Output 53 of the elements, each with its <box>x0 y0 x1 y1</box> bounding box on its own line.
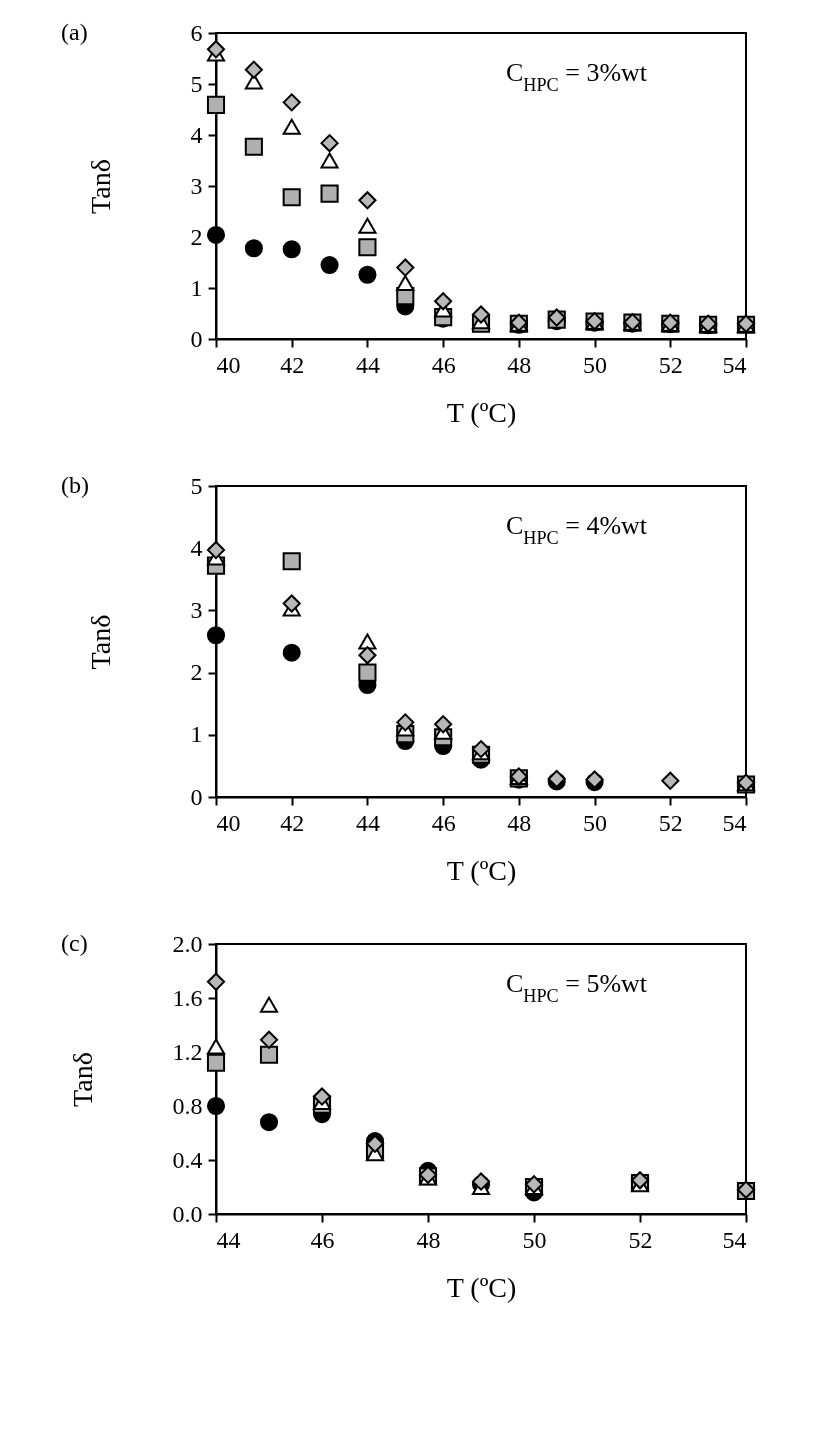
x-tick-label: 50 <box>522 1226 547 1253</box>
y-tick-label: 6 <box>190 19 203 46</box>
y-tick-label: 0 <box>190 783 203 810</box>
y-tick-label: 5 <box>190 472 203 499</box>
y-tick-label: 4 <box>190 121 203 148</box>
x-tick-label: 46 <box>310 1226 335 1253</box>
y-tick-label: 1 <box>190 721 203 748</box>
y-axis-title: Tanδ <box>66 1052 98 1107</box>
x-tick-label: 48 <box>507 809 532 836</box>
y-tick-label: 0.8 <box>172 1092 203 1119</box>
x-tick-label: 54 <box>722 351 747 378</box>
x-tick-label: 46 <box>431 351 456 378</box>
y-tick-label: 1 <box>190 274 203 301</box>
y-tick-label: 3 <box>190 172 203 199</box>
x-tick-label: 42 <box>280 809 305 836</box>
y-tick-label: 4 <box>190 534 203 561</box>
chart-title: (b) <box>61 472 89 498</box>
x-tick-label: 46 <box>431 809 456 836</box>
x-axis-title: T (ºC) <box>446 1271 517 1303</box>
x-axis-title: T (ºC) <box>446 396 517 428</box>
y-tick-label: 1.2 <box>172 1038 203 1065</box>
y-tick-label: 5 <box>190 70 203 97</box>
x-tick-label: 52 <box>628 1226 653 1253</box>
annotation: C$_{HPC}$ = 5%wt <box>506 969 648 1006</box>
x-tick-label: 44 <box>355 351 380 378</box>
chart-title: (c) <box>61 930 88 956</box>
y-axis-title: Tanδ <box>84 614 116 670</box>
x-tick-label: 50 <box>583 351 608 378</box>
x-tick-label: 54 <box>722 1226 747 1253</box>
y-tick-label: 1.6 <box>172 984 203 1011</box>
y-tick-label: 0.4 <box>172 1146 203 1173</box>
x-tick-label: 48 <box>507 351 532 378</box>
y-tick-label: 2 <box>190 223 203 250</box>
annotation: C$_{HPC}$ = 4%wt <box>506 511 648 548</box>
y-tick-label: 3 <box>190 596 203 623</box>
x-tick-label: 52 <box>658 351 683 378</box>
x-tick-label: 44 <box>355 809 380 836</box>
x-tick-label: 40 <box>216 351 241 378</box>
y-tick-label: 2.0 <box>172 930 203 957</box>
annotation: C$_{HPC}$ = 3%wt <box>506 58 648 95</box>
y-tick-label: 0 <box>190 325 203 352</box>
y-tick-label: 2 <box>190 659 203 686</box>
y-tick-label: 0.0 <box>172 1200 203 1227</box>
x-tick-label: 44 <box>216 1226 241 1253</box>
x-tick-label: 42 <box>280 351 305 378</box>
y-axis-title: Tanδ <box>84 159 116 214</box>
x-axis-title: T (ºC) <box>446 854 517 886</box>
x-tick-label: 50 <box>583 809 608 836</box>
x-tick-label: 52 <box>658 809 683 836</box>
x-tick-label: 48 <box>416 1226 441 1253</box>
x-tick-label: 40 <box>216 809 241 836</box>
chart-title: (a) <box>61 19 88 45</box>
x-tick-label: 54 <box>722 809 747 836</box>
